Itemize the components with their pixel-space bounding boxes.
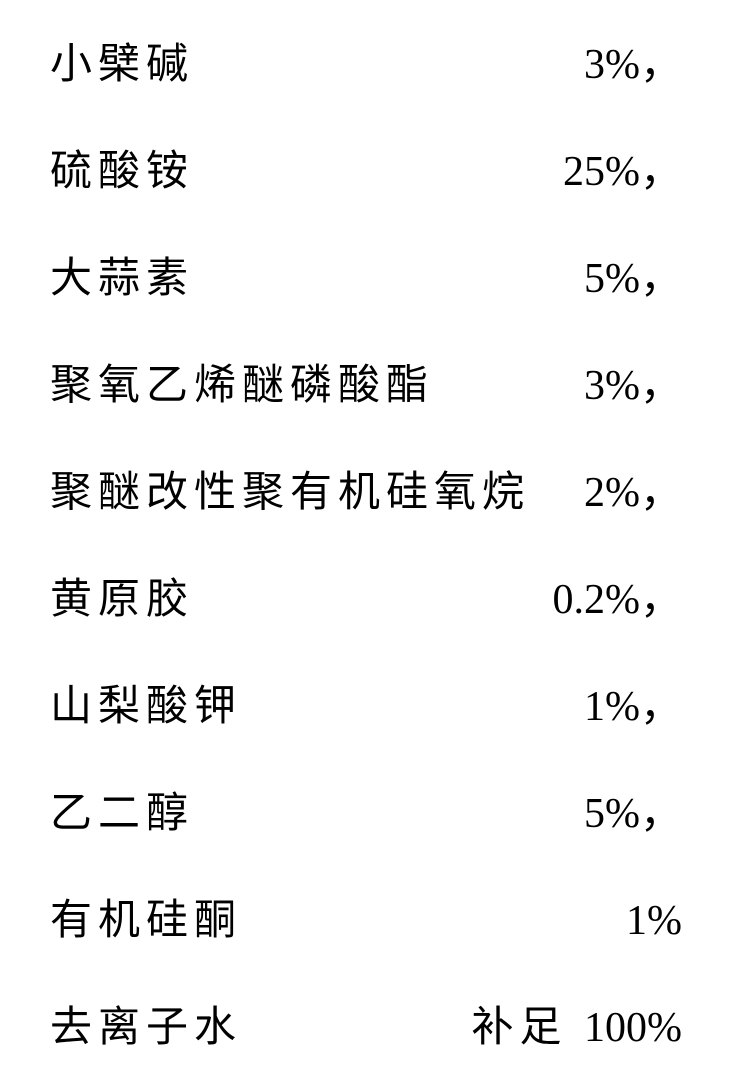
table-row: 小檗碱 3%， <box>50 30 682 91</box>
ingredient-value: 5%， <box>584 779 682 840</box>
ingredient-label: 大蒜素 <box>50 244 194 305</box>
ingredient-list: 小檗碱 3%， 硫酸铵 25%， 大蒜素 5%， 聚氧乙烯醚磷酸酯 3%， 聚醚… <box>0 0 742 1084</box>
ingredient-label: 乙二醇 <box>50 779 194 840</box>
ingredient-value: 1%， <box>584 672 682 733</box>
table-row: 去离子水 补足 100% <box>50 993 682 1054</box>
ingredient-value: 3%， <box>584 30 682 91</box>
table-row: 聚醚改性聚有机硅氧烷 2%， <box>50 458 682 519</box>
ingredient-value: 0.2%， <box>552 565 682 626</box>
ingredient-value: 1% <box>626 897 682 945</box>
ingredient-label: 聚醚改性聚有机硅氧烷 <box>50 458 530 519</box>
ingredient-value: 25%， <box>563 137 682 198</box>
ingredient-label: 聚氧乙烯醚磷酸酯 <box>50 351 434 412</box>
table-row: 有机硅酮 1% <box>50 886 682 947</box>
ingredient-value: 补足 100% <box>471 993 682 1054</box>
ingredient-value: 5%， <box>584 244 682 305</box>
table-row: 乙二醇 5%， <box>50 779 682 840</box>
ingredient-label: 有机硅酮 <box>50 886 242 947</box>
table-row: 大蒜素 5%， <box>50 244 682 305</box>
table-row: 硫酸铵 25%， <box>50 137 682 198</box>
ingredient-value: 3%， <box>584 351 682 412</box>
table-row: 聚氧乙烯醚磷酸酯 3%， <box>50 351 682 412</box>
ingredient-label: 去离子水 <box>50 993 242 1054</box>
table-row: 黄原胶 0.2%， <box>50 565 682 626</box>
table-row: 山梨酸钾 1%， <box>50 672 682 733</box>
ingredient-value: 2%， <box>584 458 682 519</box>
ingredient-label: 黄原胶 <box>50 565 194 626</box>
ingredient-label: 硫酸铵 <box>50 137 194 198</box>
ingredient-label: 小檗碱 <box>50 30 194 91</box>
ingredient-label: 山梨酸钾 <box>50 672 242 733</box>
